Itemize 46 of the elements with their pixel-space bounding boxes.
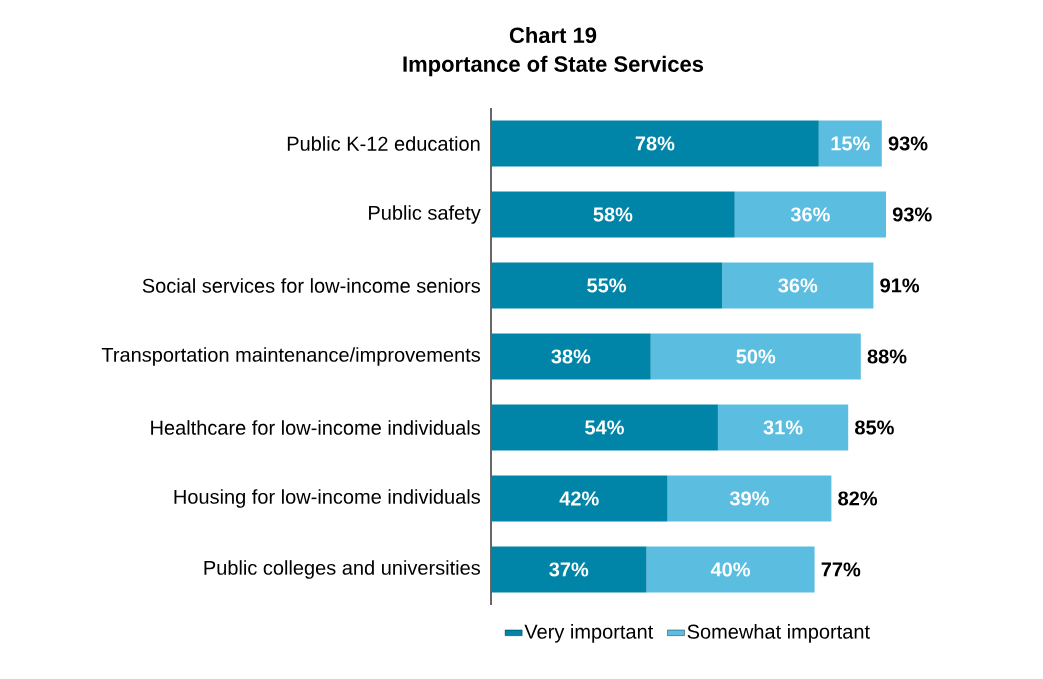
total-label: 88% bbox=[867, 349, 907, 364]
chart-subtitle: Importance of State Services bbox=[403, 55, 704, 77]
data-label: 54% bbox=[585, 420, 624, 435]
y-tick-label: Public safety bbox=[369, 205, 481, 224]
data-label: 38% bbox=[551, 349, 591, 364]
legend-label: Somewhat important bbox=[687, 624, 870, 643]
bar bbox=[646, 546, 815, 593]
data-label: 78% bbox=[635, 136, 675, 151]
y-tick-label: Housing for low-income individuals bbox=[174, 489, 481, 508]
data-label: 36% bbox=[790, 207, 830, 222]
total-label: 91% bbox=[880, 278, 920, 293]
y-tick-label: Transportation maintenance/improvements bbox=[101, 347, 481, 366]
data-label: 40% bbox=[710, 562, 751, 577]
bar bbox=[491, 404, 718, 451]
bar bbox=[491, 546, 647, 593]
bar bbox=[818, 120, 882, 167]
bar bbox=[667, 475, 832, 522]
total-label: 85% bbox=[855, 420, 894, 435]
data-label: 39% bbox=[729, 491, 769, 506]
data-label: 36% bbox=[778, 278, 818, 293]
data-label: 58% bbox=[593, 207, 633, 222]
y-tick-label: Healthcare for low-income individuals bbox=[151, 420, 481, 435]
bar bbox=[491, 191, 735, 238]
total-label: 82% bbox=[838, 491, 878, 506]
bar bbox=[491, 475, 668, 522]
bar bbox=[491, 333, 651, 380]
y-tick-label: Public colleges and universities bbox=[204, 560, 481, 579]
data-label: 15% bbox=[831, 136, 870, 151]
bar bbox=[734, 191, 887, 238]
data-label: 55% bbox=[587, 278, 627, 293]
y-tick-label: Social services for low-income seniors bbox=[142, 278, 481, 293]
bar bbox=[491, 262, 723, 309]
data-label: 37% bbox=[549, 562, 589, 577]
data-label: 31% bbox=[763, 420, 803, 435]
legend-label: Very important bbox=[524, 624, 654, 643]
y-tick-label: Public K-12 education bbox=[287, 136, 480, 151]
data-label: 50% bbox=[736, 349, 776, 364]
bar bbox=[650, 333, 861, 380]
data-label: 42% bbox=[559, 491, 599, 506]
bar bbox=[717, 404, 849, 451]
bar bbox=[722, 262, 874, 309]
total-label: 93% bbox=[888, 136, 928, 151]
chart-title: Chart 19 bbox=[509, 26, 597, 44]
bar bbox=[491, 120, 819, 167]
total-label: 77% bbox=[821, 562, 861, 577]
total-label: 93% bbox=[892, 207, 932, 222]
